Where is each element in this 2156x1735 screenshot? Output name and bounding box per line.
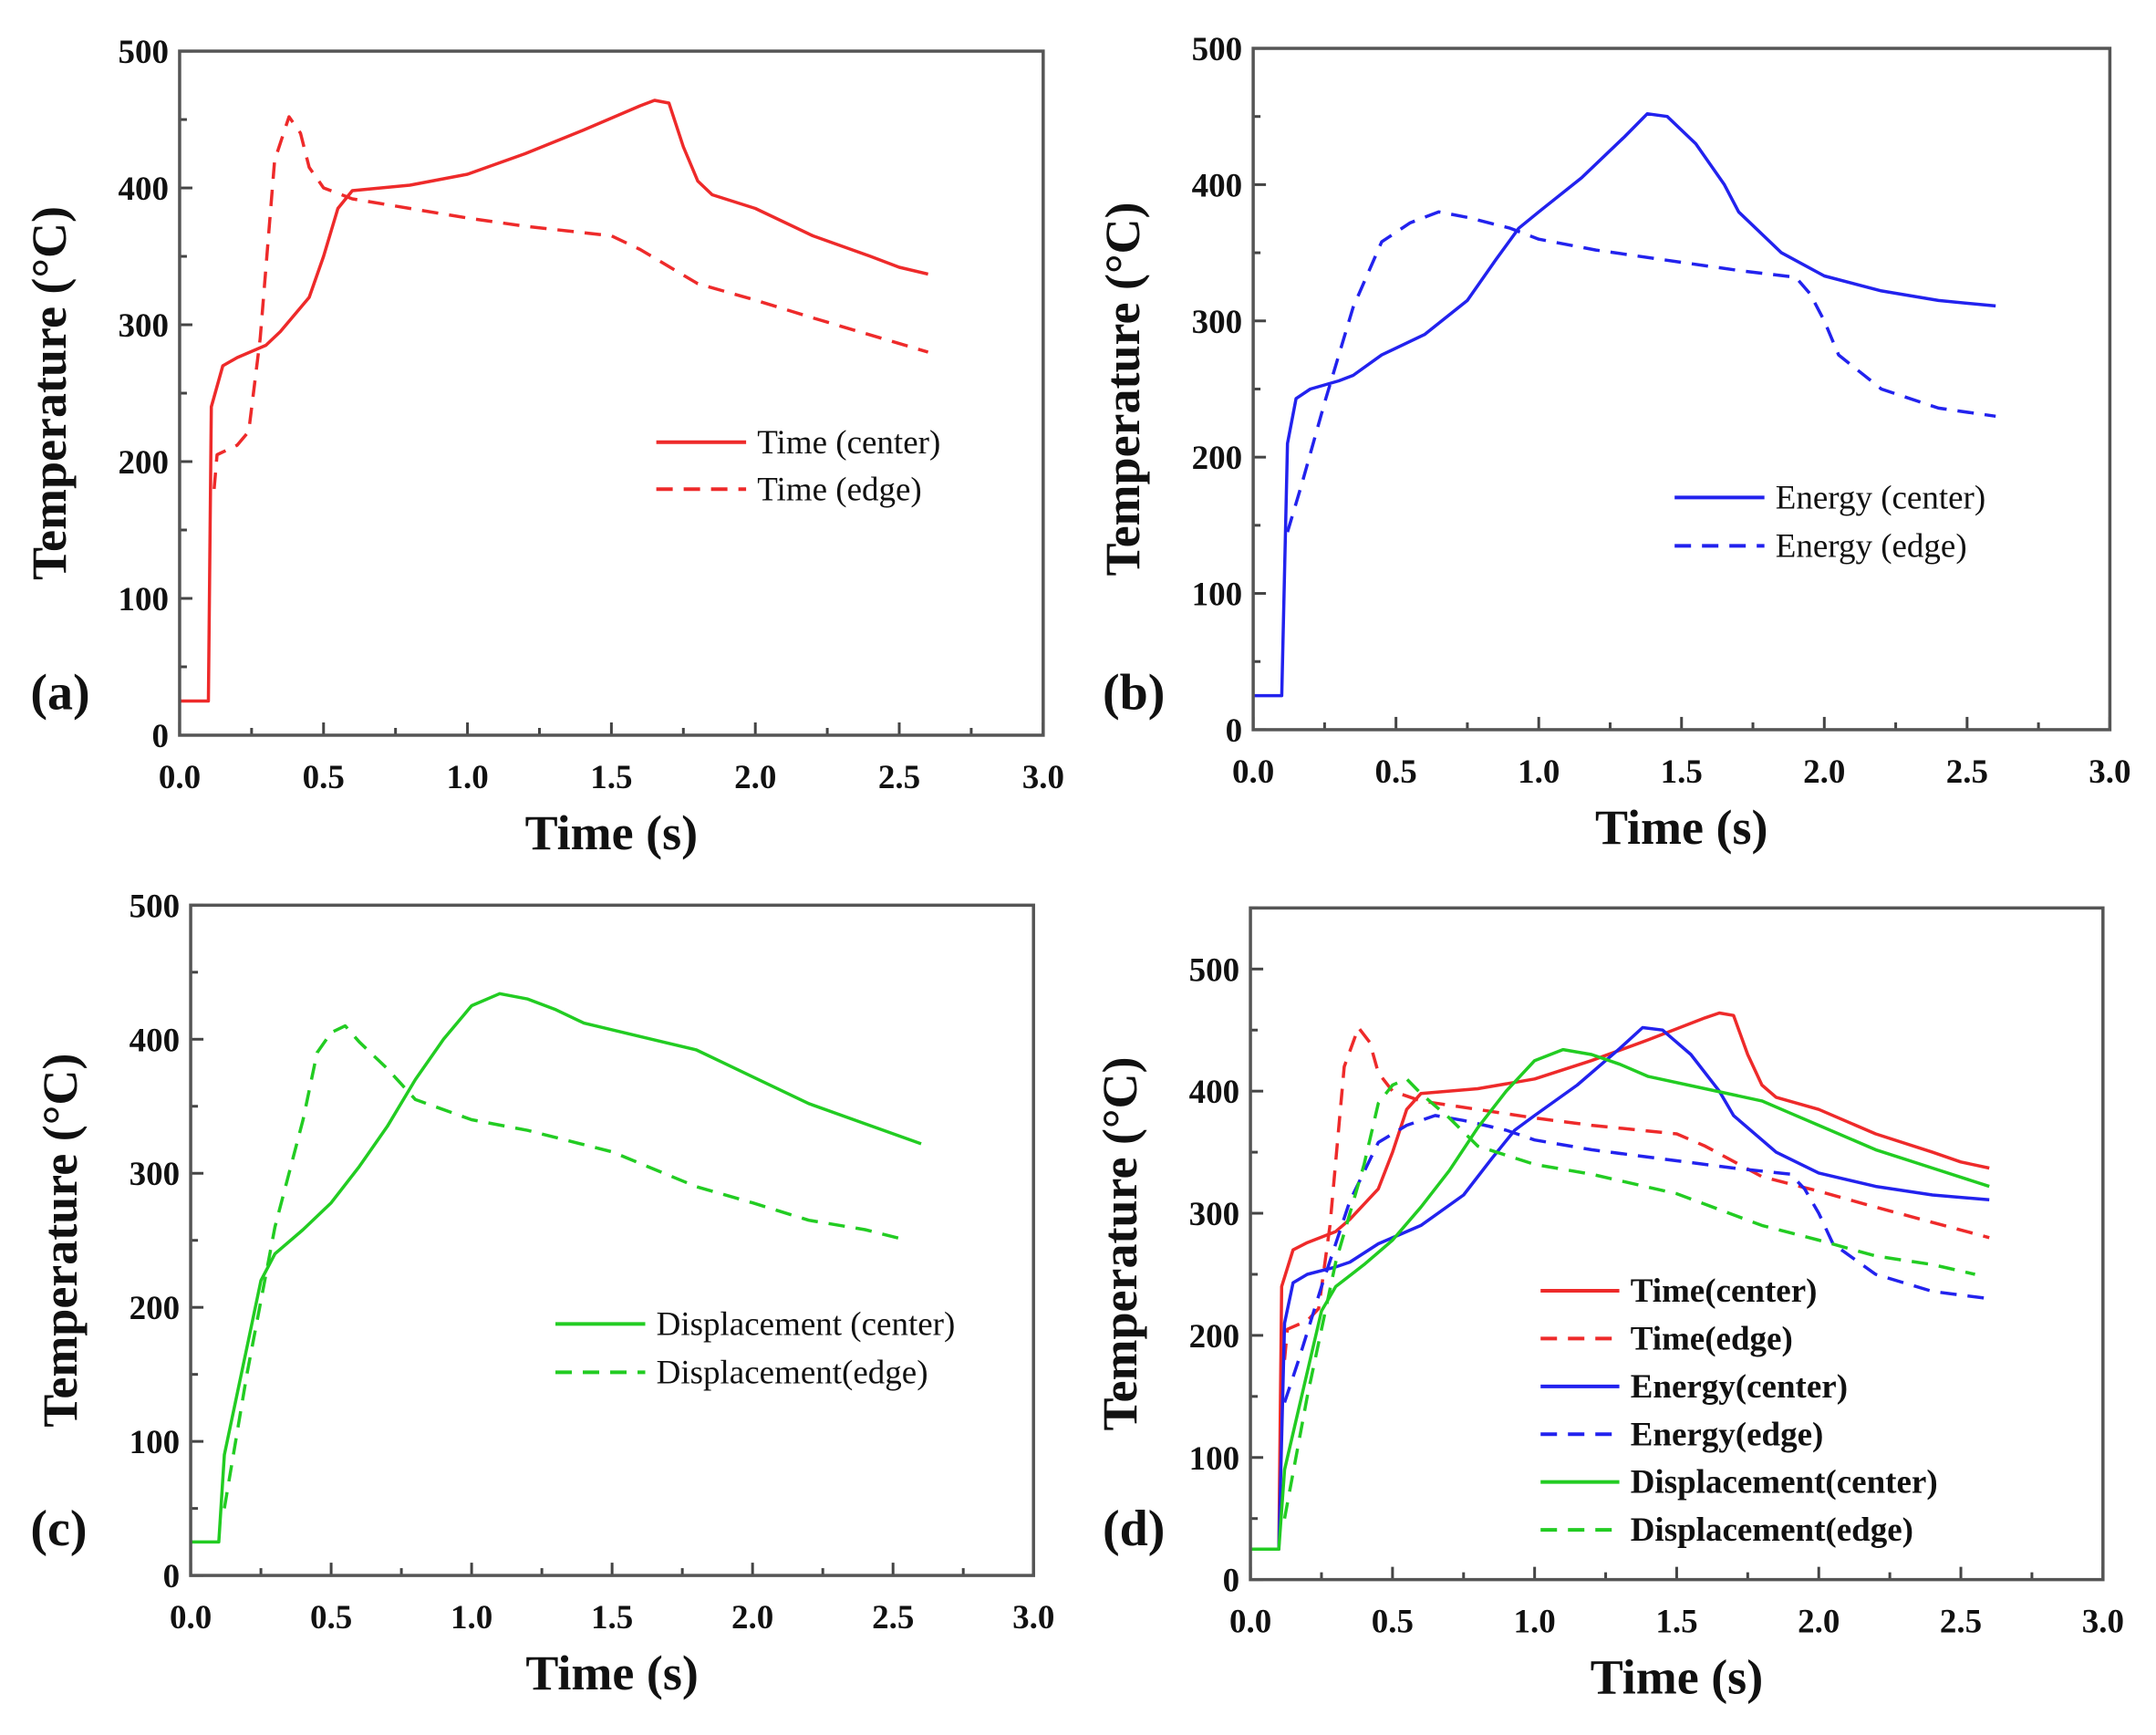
y-tick-label: 500 — [118, 34, 169, 71]
x-tick-label: 3.0 — [2089, 753, 2130, 791]
y-tick-label: 300 — [118, 307, 169, 345]
x-tick-label: 2.5 — [1946, 753, 1988, 791]
x-tick-label: 0.0 — [159, 759, 201, 796]
y-tick-label: 0 — [163, 1558, 181, 1595]
y-tick-label: 200 — [1192, 440, 1243, 477]
y-tick-label: 200 — [118, 444, 169, 482]
x-tick-label: 2.5 — [1940, 1604, 1982, 1641]
y-tick-label: 500 — [130, 888, 181, 925]
y-axis-title: Temperature (°C) — [33, 1054, 88, 1428]
x-tick-label: 1.5 — [1661, 753, 1703, 791]
legend-label: Displacement(edge) — [657, 1354, 928, 1391]
plot-frame — [178, 49, 1045, 737]
x-tick-label: 3.0 — [1012, 1599, 1054, 1636]
chart-panel-3: 0.0 0.5 1.0 1.5 2.0 2.5 3.0 0 100 200 300 400 500 Tim… — [1093, 906, 2124, 1705]
y-tick-label: 0 — [1223, 1563, 1240, 1600]
legend-label: Time(center) — [1631, 1273, 1818, 1310]
y-tick-label: 400 — [130, 1022, 181, 1059]
x-axis-title: Time (s) — [525, 1646, 698, 1700]
y-tick-label: 300 — [1192, 304, 1243, 341]
y-axis-title: Temperature (°C) — [22, 206, 77, 580]
y-tick-label: 0 — [151, 718, 169, 755]
x-tick-label: 2.0 — [734, 759, 776, 796]
legend-label: Energy (center) — [1776, 479, 1985, 516]
x-tick-label: 0.0 — [1232, 753, 1274, 791]
y-tick-label: 300 — [130, 1156, 181, 1193]
series-line-energy_center — [1253, 111, 1996, 698]
x-tick-label: 3.0 — [2082, 1604, 2124, 1641]
x-tick-label: 1.0 — [451, 1599, 492, 1636]
y-tick-label: 100 — [130, 1424, 181, 1461]
x-tick-label: 2.5 — [878, 759, 920, 796]
plot-frame — [189, 903, 1035, 1577]
y-tick-label: 100 — [118, 581, 169, 618]
plot-frame — [1251, 47, 2112, 732]
x-tick-label: 2.5 — [872, 1599, 914, 1636]
x-tick-label: 0.0 — [1229, 1604, 1271, 1641]
legend-label: Displacement (center) — [657, 1305, 956, 1343]
y-tick-label: 500 — [1192, 31, 1243, 68]
y-tick-label: 400 — [1189, 1074, 1240, 1111]
x-tick-label: 2.0 — [731, 1599, 773, 1636]
series-line-time_edge — [212, 115, 929, 490]
x-tick-label: 1.0 — [1518, 753, 1560, 791]
y-tick-label: 300 — [1189, 1196, 1240, 1233]
series-line-disp_center — [1250, 1047, 1990, 1551]
x-tick-label: 3.0 — [1022, 759, 1064, 796]
chart-panel-0: 0.0 0.5 1.0 1.5 2.0 2.5 3.0 0 100 200 300 400 500 Tim… — [22, 34, 1064, 860]
legend-label: Time (center) — [757, 424, 940, 462]
series-line-time_center — [1250, 1011, 1990, 1551]
y-tick-label: 400 — [118, 171, 169, 208]
legend-label: Time(edge) — [1631, 1320, 1793, 1357]
panel-label: (a) — [30, 665, 89, 722]
legend-label: Time (edge) — [757, 471, 922, 508]
legend-label: Energy (edge) — [1776, 527, 1967, 565]
y-tick-label: 200 — [1189, 1318, 1240, 1356]
y-tick-label: 100 — [1189, 1440, 1240, 1478]
panel-label: (d) — [1103, 1501, 1165, 1557]
x-tick-label: 2.0 — [1803, 753, 1845, 791]
x-axis-title: Time (s) — [1595, 800, 1767, 855]
x-tick-label: 0.0 — [170, 1599, 212, 1636]
chart-panel-2: 0.0 0.5 1.0 1.5 2.0 2.5 3.0 0 100 200 300 400 500 Tim… — [30, 888, 1054, 1700]
x-tick-label: 1.5 — [591, 1599, 633, 1636]
y-tick-label: 100 — [1192, 577, 1243, 614]
x-tick-label: 0.5 — [310, 1599, 352, 1636]
x-tick-label: 1.5 — [590, 759, 632, 796]
x-tick-label: 1.5 — [1655, 1604, 1697, 1641]
series-line-energy_edge — [1282, 1114, 1990, 1404]
legend-label: Energy(center) — [1631, 1368, 1848, 1406]
y-axis-title: Temperature (°C) — [1093, 1056, 1147, 1430]
series-line-disp_center — [191, 992, 922, 1544]
series-line-disp_edge — [223, 1023, 908, 1509]
x-axis-title: Time (s) — [1591, 1650, 1763, 1705]
chart-panel-1: 0.0 0.5 1.0 1.5 2.0 2.5 3.0 0 100 200 300 400 500 Tim… — [1095, 31, 2130, 855]
x-tick-label: 0.5 — [303, 759, 345, 796]
legend-label: Displacement(center) — [1631, 1464, 1938, 1501]
y-tick-label: 200 — [130, 1290, 181, 1327]
series-line-energy_edge — [1286, 210, 1996, 533]
x-tick-label: 0.5 — [1375, 753, 1417, 791]
panel-label: (b) — [1103, 665, 1165, 722]
series-line-energy_center — [1250, 1025, 1990, 1551]
y-axis-title: Temperature (°C) — [1095, 202, 1150, 576]
legend-label: Displacement(edge) — [1631, 1512, 1913, 1549]
y-tick-label: 0 — [1226, 712, 1243, 750]
x-axis-title: Time (s) — [525, 805, 698, 860]
legend-label: Energy(edge) — [1631, 1416, 1824, 1453]
series-line-time_edge — [1282, 1025, 1990, 1360]
x-tick-label: 2.0 — [1798, 1604, 1840, 1641]
y-tick-label: 400 — [1192, 167, 1243, 204]
y-tick-label: 500 — [1189, 951, 1240, 989]
series-line-time_center — [179, 99, 929, 703]
plot-frame — [1249, 906, 2105, 1582]
panel-label: (c) — [30, 1501, 87, 1557]
x-tick-label: 1.0 — [1514, 1604, 1556, 1641]
x-tick-label: 1.0 — [446, 759, 488, 796]
x-tick-label: 0.5 — [1372, 1604, 1414, 1641]
